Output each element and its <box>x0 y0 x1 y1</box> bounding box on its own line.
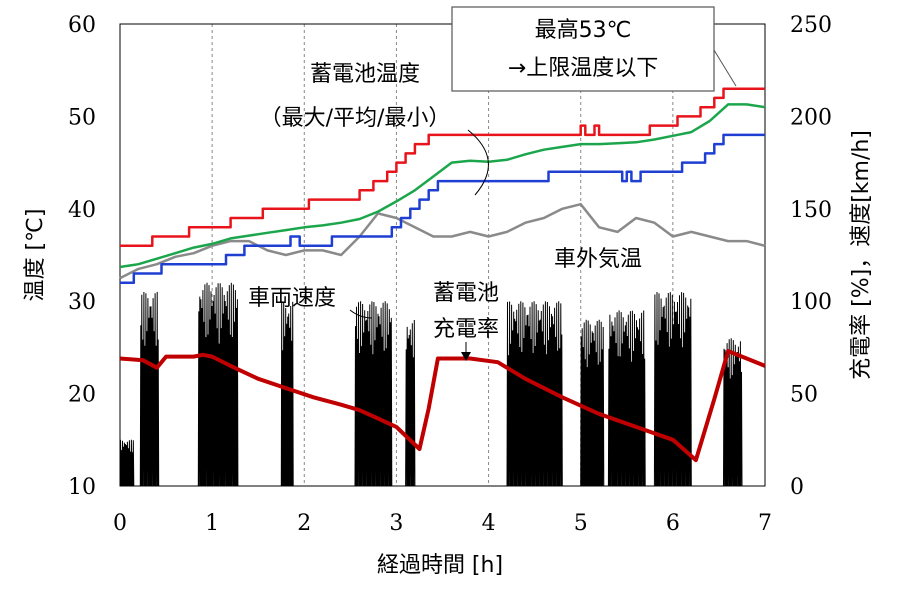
y-left-tick-label: 20 <box>68 383 96 408</box>
series-ambient-temp <box>119 202 766 280</box>
series-battery-max <box>120 87 765 248</box>
max-temp-callout-box <box>451 6 715 92</box>
x-tick-label: 5 <box>574 511 588 536</box>
y-right-tick-label: 200 <box>790 105 832 130</box>
vehicle-speed-callout <box>349 309 373 319</box>
x-tick-label: 2 <box>297 511 311 536</box>
soc-arrowhead <box>461 352 471 361</box>
max-temp-callout-line1: 最高53℃ <box>535 18 632 43</box>
y-left-tick-label: 10 <box>68 475 96 500</box>
x-tick-label: 0 <box>113 511 127 536</box>
x-tick-label: 1 <box>205 511 219 536</box>
x-tick-label: 3 <box>389 511 403 536</box>
y-right-tick-label: 150 <box>790 198 832 223</box>
y-axis-label-left: 温度 [℃] <box>23 209 48 302</box>
battery-temp-label-line2: （最大/平均/最小） <box>260 106 451 131</box>
x-tick-label: 6 <box>666 511 680 536</box>
series-battery-avg <box>119 103 766 269</box>
y-right-tick-label: 0 <box>790 475 804 500</box>
y-right-tick-label: 250 <box>790 13 832 38</box>
series-vehicle-speed <box>119 282 743 487</box>
y-axis-label-right: 充電率 [%]，速度[km/h] <box>849 130 874 380</box>
x-tick-label: 7 <box>758 511 772 536</box>
soc-label-line1: 蓄電池 <box>433 281 499 306</box>
y-left-tick-label: 60 <box>68 13 96 38</box>
series-soc <box>119 349 766 463</box>
y-left-tick-label: 30 <box>68 290 96 315</box>
battery-temp-label-line1: 蓄電池温度 <box>310 62 420 87</box>
battery-temp-callout-arc <box>467 129 489 196</box>
x-tick-label: 4 <box>482 511 496 536</box>
tick-labels: 0 1 2 3 4 5 6 7 10 20 30 40 50 60 0 50 100 150 200 250 <box>68 13 832 536</box>
series-battery-min <box>120 133 765 284</box>
ambient-temp-label: 車外気温 <box>554 247 642 272</box>
y-left-tick-label: 50 <box>68 105 96 130</box>
y-right-tick-label: 100 <box>790 290 832 315</box>
max-temp-callout-line2: →上限温度以下 <box>508 56 658 81</box>
y-right-tick-label: 50 <box>790 383 818 408</box>
soc-label-line2: 充電率 <box>433 317 499 342</box>
y-left-tick-label: 40 <box>68 198 96 223</box>
max-temp-callout-pointer <box>713 49 737 87</box>
x-axis-label: 経過時間 [h] <box>377 553 503 578</box>
series-layer <box>119 87 766 487</box>
vehicle-speed-label: 車両速度 <box>248 286 336 311</box>
